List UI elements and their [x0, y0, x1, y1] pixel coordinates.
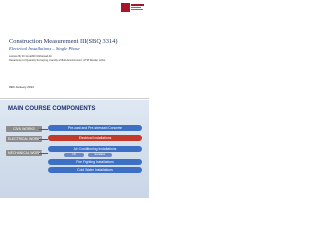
logo [121, 3, 144, 12]
item-bar: Electrical Installations [48, 135, 142, 141]
components-slide: MAIN COURSE COMPONENTS CIVIL WORKS Pre-c… [0, 100, 149, 198]
item-pill: Lift [64, 153, 84, 157]
lecturer: Lecture By Dr Ismail/Dr Mohamad Ali [9, 55, 52, 58]
item-bar: Pre-cast and Pre-stressed Concrete [48, 125, 142, 131]
item-bar: Cold Water Installations [48, 167, 142, 173]
item-pill: Escalator [88, 153, 112, 157]
department: Department of Quantity Surveying, Facult… [9, 59, 106, 62]
row-label: CIVIL WORKS [6, 126, 42, 132]
arrow [39, 129, 48, 130]
slide-subtitle: Electrical Installations – Single Phase [9, 46, 80, 51]
row-label: MECHANICAL WORKS [6, 150, 43, 156]
row-label: ELECTRICAL WORKS [6, 136, 42, 142]
page: {"slide1": {"title": "Construction Measu… [0, 0, 149, 198]
arrow [39, 139, 48, 140]
item-bar: Fire Fighting Installations [48, 159, 142, 165]
arrow [39, 153, 48, 154]
title-slide: Construction Measurement III(SBQ 3314) E… [0, 0, 149, 99]
date: 09th January 2014 [9, 85, 34, 89]
item-bar: Air Conditioning Installations [48, 146, 142, 152]
slide-heading: MAIN COURSE COMPONENTS [8, 106, 96, 112]
slide-title: Construction Measurement III(SBQ 3314) [9, 38, 118, 45]
